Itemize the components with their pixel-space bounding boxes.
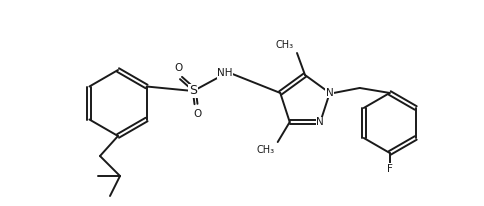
Text: S: S [189, 84, 197, 97]
Text: NH: NH [217, 68, 232, 78]
Text: N: N [325, 88, 333, 98]
Text: CH₃: CH₃ [275, 40, 293, 50]
Text: F: F [386, 164, 392, 174]
Text: O: O [194, 109, 202, 119]
Text: CH₃: CH₃ [256, 145, 274, 155]
Text: N: N [316, 117, 323, 127]
Text: O: O [175, 63, 183, 73]
